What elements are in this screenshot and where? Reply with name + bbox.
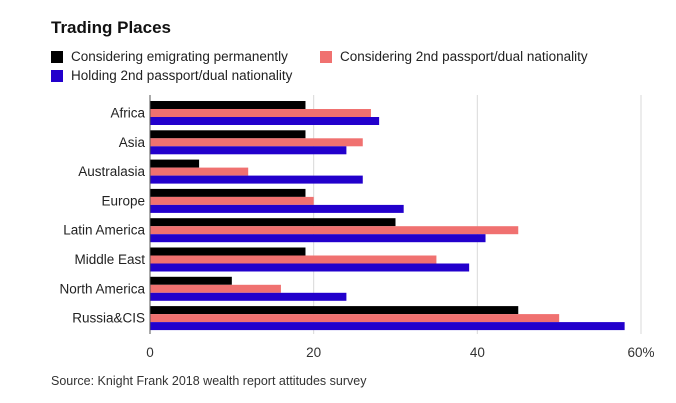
bar-latin-america-consider-passport <box>150 226 519 235</box>
bar-europe-holding-passport <box>150 204 404 213</box>
legend-item-consider-passport: Considering 2nd passport/dual nationalit… <box>320 49 588 64</box>
legend-label-consider-passport: Considering 2nd passport/dual nationalit… <box>340 49 588 64</box>
bar-latin-america-holding-passport <box>150 234 486 243</box>
legend-swatch-holding-passport <box>51 69 63 82</box>
bar-asia-consider-passport <box>150 138 363 147</box>
category-label-north-america: North America <box>59 281 145 296</box>
bar-asia-emigrating <box>150 130 306 139</box>
bar-asia-holding-passport <box>150 146 347 155</box>
bar-africa-consider-passport <box>150 109 371 117</box>
bar-russia-cis-emigrating <box>150 306 519 315</box>
bar-north-america-consider-passport <box>150 284 281 293</box>
bar-north-america-holding-passport <box>150 292 347 301</box>
category-label-middle-east: Middle East <box>74 252 145 267</box>
category-label-russia-cis: Russia&CIS <box>72 311 145 326</box>
x-tick-label-0: 0 <box>146 345 154 360</box>
bar-north-america-emigrating <box>150 276 232 285</box>
category-label-latin-america: Latin America <box>63 223 145 238</box>
legend-swatch-emigrating <box>51 50 63 63</box>
bar-africa-holding-passport <box>150 117 380 125</box>
bar-australasia-holding-passport <box>150 175 363 184</box>
bar-europe-emigrating <box>150 188 306 197</box>
bar-africa-emigrating <box>150 101 306 109</box>
bar-russia-cis-consider-passport <box>150 314 560 323</box>
legend-item-holding-passport: Holding 2nd passport/dual nationality <box>51 68 292 83</box>
legend-label-holding-passport: Holding 2nd passport/dual nationality <box>71 68 293 83</box>
x-tick-label-60: 60% <box>627 345 654 360</box>
bar-middle-east-emigrating <box>150 247 306 256</box>
legend-item-emigrating: Considering emigrating permanently <box>51 49 288 64</box>
bar-australasia-consider-passport <box>150 167 249 176</box>
legend-label-emigrating: Considering emigrating permanently <box>71 49 288 64</box>
x-tick-label-20: 20 <box>306 345 321 360</box>
bar-europe-consider-passport <box>150 196 314 205</box>
bar-middle-east-holding-passport <box>150 263 470 272</box>
category-label-europe: Europe <box>101 193 145 208</box>
bar-middle-east-consider-passport <box>150 255 437 264</box>
bar-australasia-emigrating <box>150 159 200 168</box>
x-tick-label-40: 40 <box>470 345 485 360</box>
source-note: Source: Knight Frank 2018 wealth report … <box>51 374 367 388</box>
chart-title: Trading Places <box>51 18 171 37</box>
category-label-africa: Africa <box>110 106 145 121</box>
bar-latin-america-emigrating <box>150 218 396 227</box>
category-label-australasia: Australasia <box>78 164 145 179</box>
bar-russia-cis-holding-passport <box>150 322 625 331</box>
category-label-asia: Asia <box>119 135 146 150</box>
legend-swatch-consider-passport <box>320 50 332 63</box>
